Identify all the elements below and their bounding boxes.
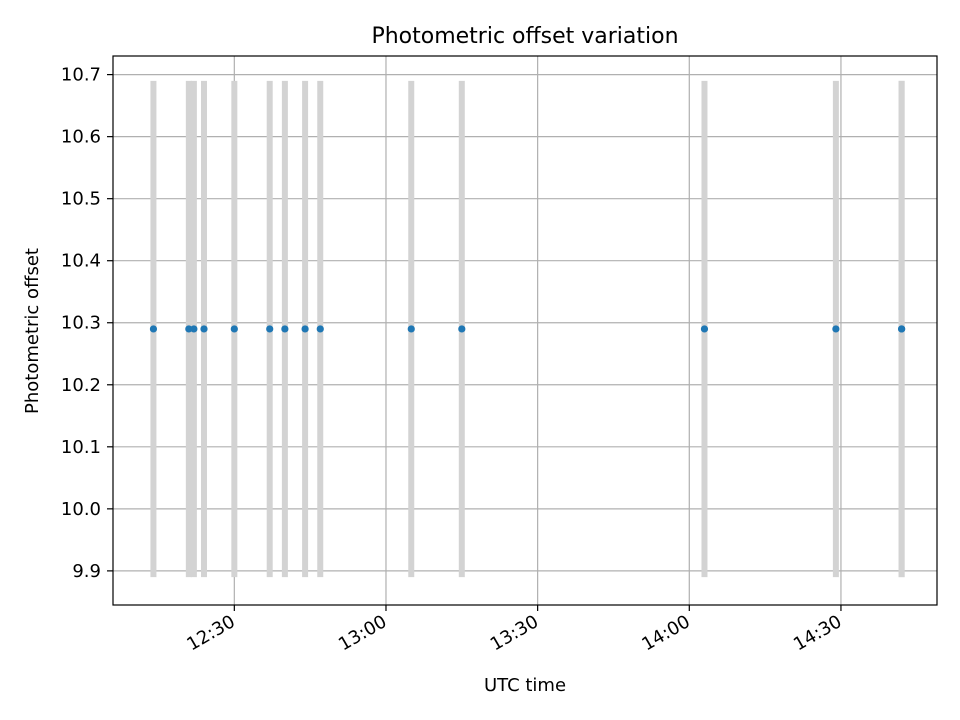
x-tick-label: 13:30: [487, 611, 542, 655]
error-bars: [150, 80, 905, 578]
y-tick-label: 10.4: [61, 251, 101, 272]
y-tick-label: 10.3: [61, 313, 101, 334]
x-axis-label: UTC time: [484, 675, 566, 696]
data-point: [301, 325, 309, 333]
y-tick-label: 10.1: [61, 437, 101, 458]
data-point: [190, 325, 198, 333]
y-tick-label: 10.7: [61, 65, 101, 86]
data-point: [149, 325, 158, 333]
y-axis-ticks: 9.9 10.0 10.1 10.2 10.3 10.4 10.5 10.6 10.7: [61, 65, 113, 582]
x-tick-label: 14:00: [638, 611, 693, 655]
data-point: [700, 325, 709, 333]
plot-frame: [112, 55, 938, 606]
y-tick-label: 10.6: [61, 127, 101, 148]
data-point: [832, 325, 840, 333]
data-points: [149, 325, 906, 333]
data-point: [316, 325, 324, 333]
data-point: [898, 325, 906, 333]
x-tick-label: 12:30: [183, 611, 238, 655]
y-tick-label: 10.2: [61, 375, 101, 396]
y-axis-label: Photometric offset: [22, 248, 43, 414]
data-point: [266, 325, 274, 333]
data-point: [458, 325, 466, 333]
data-point: [407, 325, 415, 333]
y-tick-label: 10.5: [61, 189, 101, 210]
y-tick-label: 10.0: [61, 499, 101, 520]
chart-title: Photometric offset variation: [371, 24, 678, 49]
x-axis-ticks: 12:30 13:00 13:30 14:00 14:30: [183, 605, 845, 655]
x-tick-label: 14:30: [790, 611, 845, 655]
y-tick-label: 9.9: [72, 561, 101, 582]
data-point: [185, 325, 193, 333]
data-point: [230, 325, 238, 333]
grid: [113, 56, 937, 605]
x-tick-label: 13:00: [335, 611, 390, 655]
data-point: [281, 325, 289, 333]
data-point: [200, 325, 208, 333]
